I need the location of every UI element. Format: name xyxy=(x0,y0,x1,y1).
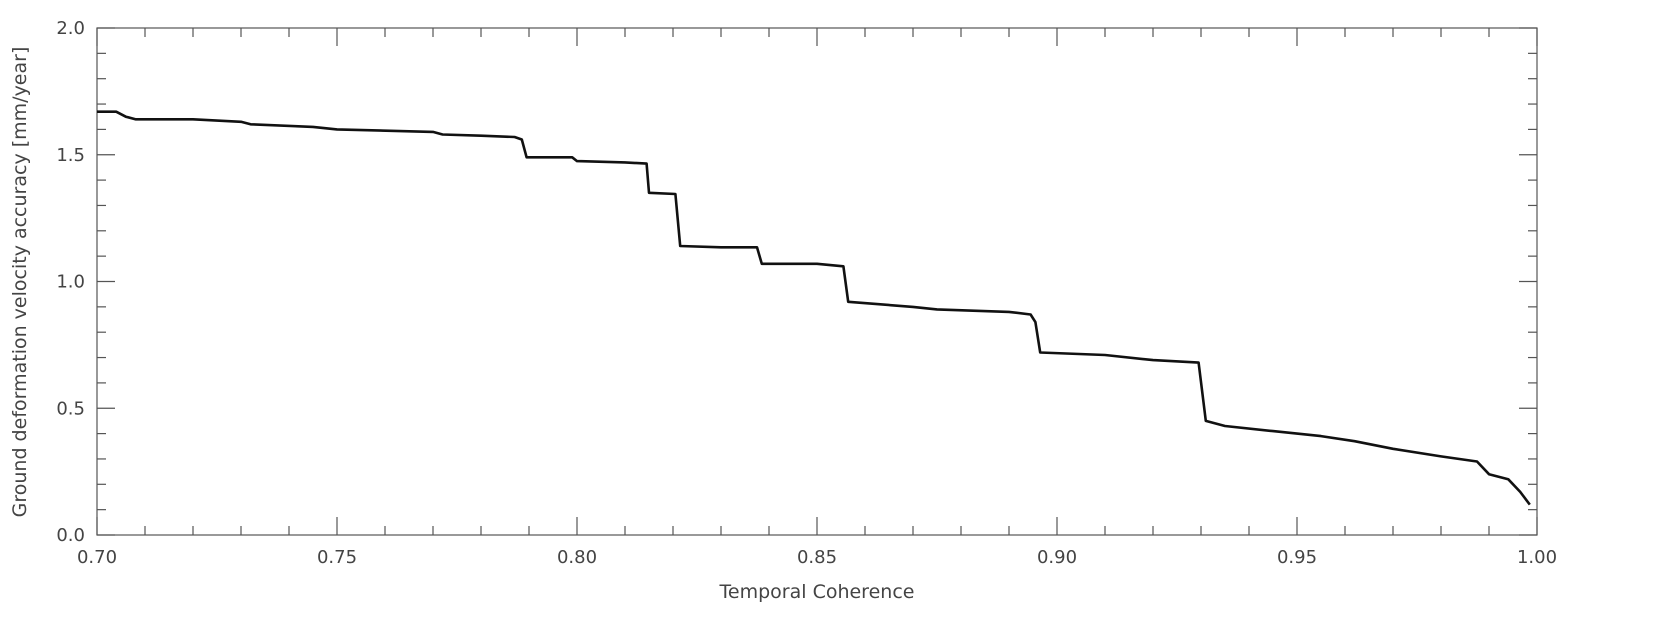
y-tick-label: 2.0 xyxy=(56,18,85,39)
x-tick-label: 0.75 xyxy=(317,547,357,568)
x-tick-label: 0.70 xyxy=(77,547,117,568)
plot-frame xyxy=(96,27,1538,536)
x-tick-label: 0.85 xyxy=(797,547,837,568)
y-tick-label: 1.0 xyxy=(56,272,85,293)
major-ticks xyxy=(96,27,1538,536)
y-axis-title: Ground deformation velocity accuracy [mm… xyxy=(9,47,31,518)
y-tick-labels: 0.0 0.5 1.0 1.5 2.0 xyxy=(56,18,85,546)
x-tick-label: 0.90 xyxy=(1037,547,1077,568)
minor-ticks xyxy=(97,28,1537,535)
y-tick-label: 1.5 xyxy=(56,145,85,166)
y-tick-label: 0.5 xyxy=(56,398,85,419)
y-tick-label: 0.0 xyxy=(56,525,85,546)
x-axis-title: Temporal Coherence xyxy=(719,581,915,603)
x-tick-labels: 0.70 0.75 0.80 0.85 0.90 0.95 1.00 xyxy=(77,547,1557,568)
x-tick-label: 1.00 xyxy=(1517,547,1557,568)
x-tick-label: 0.95 xyxy=(1277,547,1317,568)
series-line xyxy=(97,110,1531,506)
x-tick-label: 0.80 xyxy=(557,547,597,568)
